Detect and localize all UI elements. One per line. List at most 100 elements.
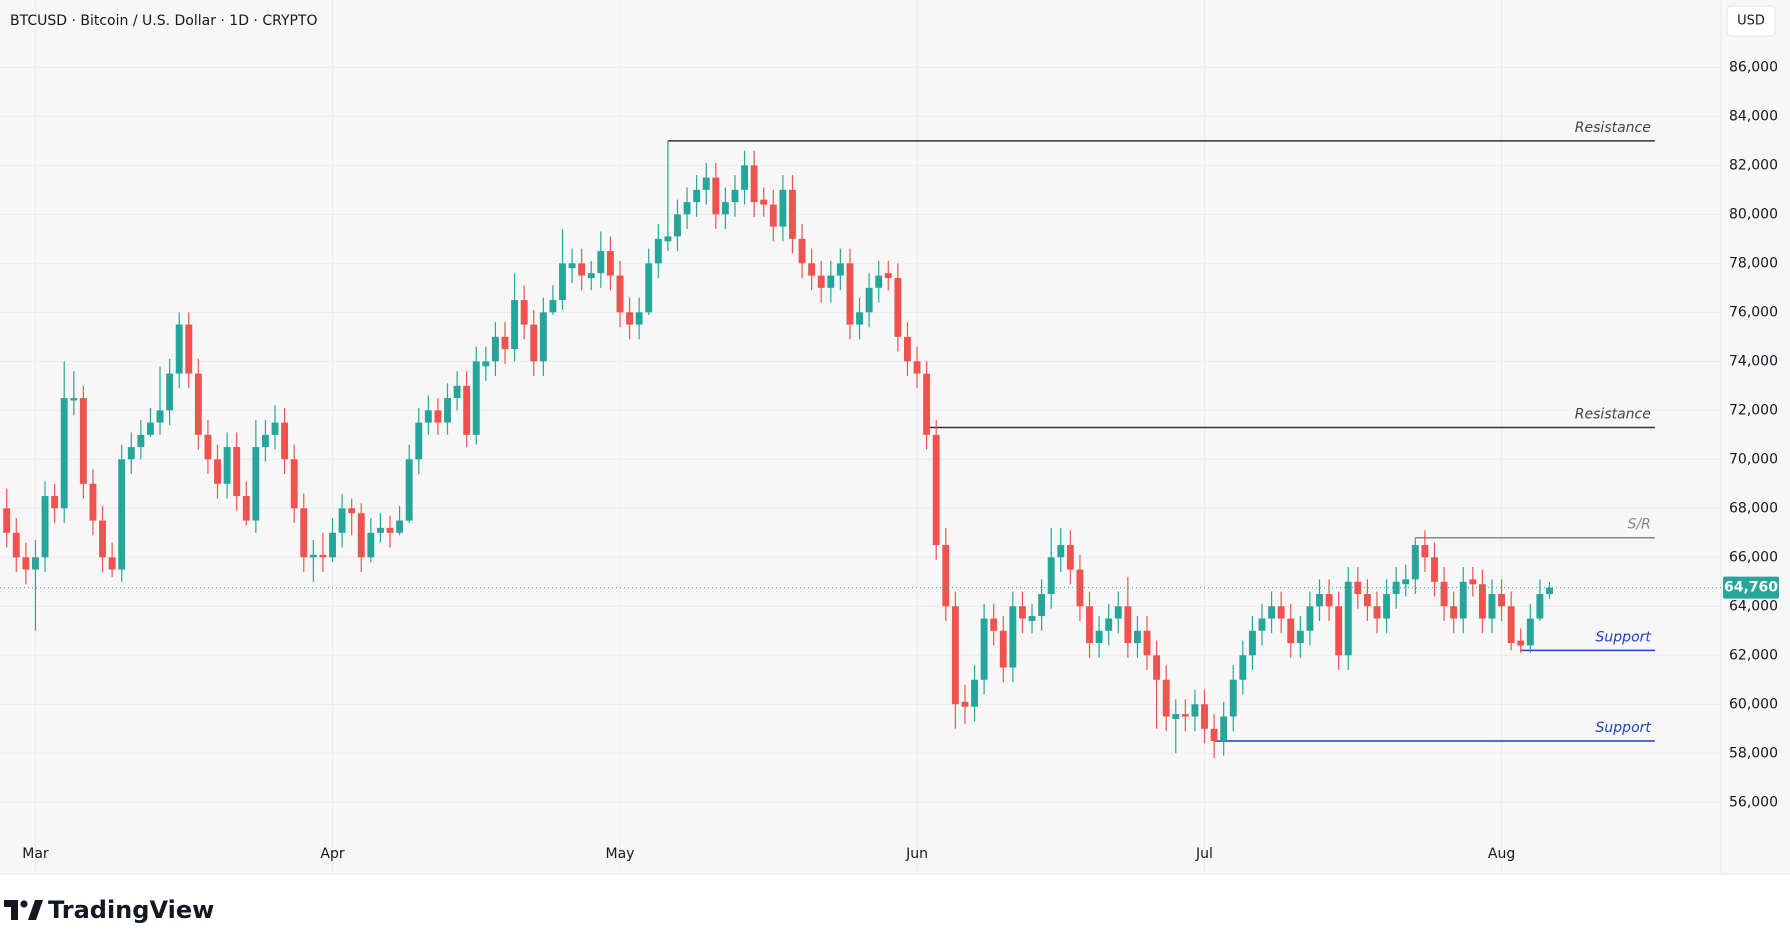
candle-body <box>1201 704 1208 729</box>
candle-body <box>223 447 231 484</box>
candle-body <box>932 434 940 546</box>
candle-body <box>1316 594 1323 607</box>
candle-body <box>568 263 576 269</box>
candle-body <box>635 312 643 325</box>
y-tick-label: 58,000 <box>1729 745 1778 761</box>
candle-body <box>587 273 595 279</box>
candle-body <box>645 263 653 313</box>
candle-body <box>1488 594 1496 619</box>
candle-body <box>1546 587 1553 595</box>
candle-body <box>1172 714 1180 719</box>
level-label: S/R <box>1628 517 1651 533</box>
y-tick-label: 72,000 <box>1729 402 1778 418</box>
candle-body <box>961 701 969 707</box>
candle-body <box>338 508 346 533</box>
candle-body <box>846 263 854 325</box>
candle-body <box>1421 545 1429 558</box>
candle-body <box>511 300 519 350</box>
candle-body <box>520 300 528 325</box>
candle-body <box>1057 545 1065 558</box>
candle-body <box>971 679 978 707</box>
candle-body <box>501 336 509 350</box>
candle-body <box>1306 606 1314 631</box>
symbol-title: BTCUSD · Bitcoin / U.S. Dollar · 1D · CR… <box>10 13 318 29</box>
candle-body <box>808 263 816 276</box>
candle-body <box>453 385 461 399</box>
x-tick-label: Aug <box>1488 846 1515 862</box>
candle-body <box>1296 630 1304 644</box>
candle-body <box>1450 606 1458 619</box>
candle-body <box>789 189 796 239</box>
candle-body <box>1133 630 1141 644</box>
candle-body <box>1354 581 1362 595</box>
candle-body <box>875 275 883 288</box>
candle-body <box>309 554 317 558</box>
candle-body <box>271 422 279 435</box>
candle-body <box>1383 594 1391 619</box>
y-tick-label: 64,000 <box>1729 598 1778 614</box>
candle-body <box>836 263 844 276</box>
logo-slash <box>28 900 43 920</box>
y-tick-label: 62,000 <box>1729 647 1778 663</box>
y-tick-label: 60,000 <box>1729 696 1778 712</box>
candle-body <box>127 447 135 460</box>
candle-body <box>1124 606 1132 644</box>
currency-button[interactable] <box>1726 5 1776 37</box>
y-tick-label: 56,000 <box>1729 794 1778 810</box>
candle-body <box>1095 630 1103 644</box>
candle-body <box>1517 640 1525 646</box>
candle-body <box>434 410 442 423</box>
candle-body <box>156 410 164 423</box>
candle-body <box>1066 545 1074 570</box>
candle-body <box>472 361 480 435</box>
candle-body <box>1153 655 1161 680</box>
candle-body <box>731 189 739 203</box>
candle-body <box>1239 655 1247 680</box>
candle-body <box>214 459 221 484</box>
candle-body <box>1162 679 1170 717</box>
currency-label[interactable]: USD <box>1737 14 1765 29</box>
candle-body <box>827 275 835 288</box>
last-price-box <box>1723 576 1779 599</box>
candle-body <box>1181 714 1189 717</box>
candle-body <box>51 496 59 509</box>
candle-body <box>1325 594 1333 607</box>
grid <box>0 0 1721 874</box>
candle-body <box>1105 618 1113 631</box>
candle-body <box>1018 606 1026 619</box>
candle-body <box>923 373 931 435</box>
candle-body <box>1287 618 1295 644</box>
candle-body <box>798 238 806 264</box>
candle-body <box>942 545 950 607</box>
candle-body <box>664 236 672 242</box>
candle-body <box>319 554 327 558</box>
candle-body <box>549 300 557 313</box>
candles <box>3 140 1553 759</box>
candle-body <box>415 422 423 460</box>
candle-body <box>252 447 260 521</box>
candle-body <box>204 434 212 460</box>
candle-body <box>1220 716 1228 742</box>
candle-body <box>712 177 720 215</box>
y-tick-label: 68,000 <box>1729 500 1778 516</box>
candle-body <box>1210 728 1218 742</box>
candle-body <box>865 287 873 313</box>
candle-body <box>597 251 605 274</box>
candle-body <box>1373 606 1381 619</box>
candle-body <box>1229 679 1237 717</box>
candle-body <box>951 606 959 705</box>
candle-body <box>913 361 921 374</box>
candle-body <box>185 324 193 374</box>
candle-body <box>166 373 174 411</box>
candle-body <box>444 398 451 423</box>
candle-body <box>376 527 384 533</box>
level-label: Support <box>1596 629 1652 645</box>
candle-body <box>1191 704 1199 717</box>
y-tick-label: 86,000 <box>1729 59 1778 75</box>
candle-body <box>578 263 586 276</box>
candle-body <box>41 496 49 558</box>
level-label: Resistance <box>1575 406 1651 422</box>
y-tick-label: 84,000 <box>1729 108 1778 124</box>
candle-body <box>1047 557 1055 595</box>
